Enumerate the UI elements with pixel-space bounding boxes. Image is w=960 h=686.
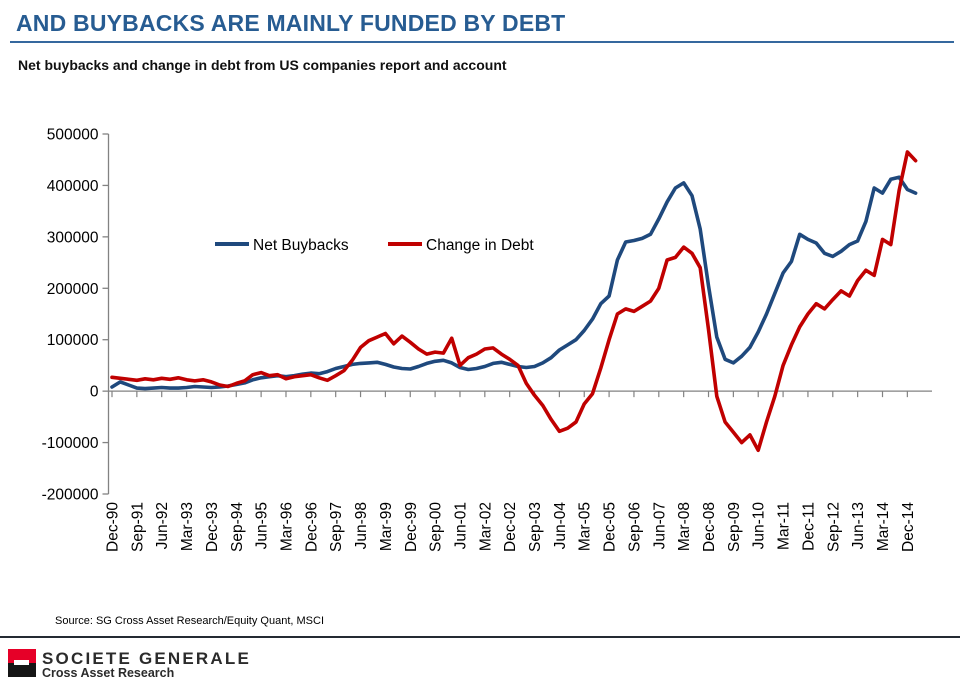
svg-text:100000: 100000 [47, 332, 99, 349]
svg-text:400000: 400000 [47, 178, 99, 195]
svg-text:Dec-05: Dec-05 [602, 502, 619, 552]
logo-red-block [8, 649, 36, 663]
svg-text:0: 0 [90, 384, 99, 401]
chart-subtitle: Net buybacks and change in debt from US … [18, 57, 507, 73]
svg-text:200000: 200000 [47, 281, 99, 298]
line-chart: 500000 400000 300000 200000 100000 0 -100000 -2… [42, 127, 932, 552]
svg-text:Jun-01: Jun-01 [452, 502, 469, 549]
svg-text:Sep-09: Sep-09 [726, 502, 743, 552]
svg-text:Dec-14: Dec-14 [900, 502, 917, 552]
chart-legend: Net Buybacks Change in Debt [215, 237, 534, 254]
svg-text:300000: 300000 [47, 229, 99, 246]
svg-text:Jun-13: Jun-13 [850, 502, 867, 549]
svg-text:Dec-02: Dec-02 [502, 502, 519, 552]
title-underline [10, 41, 954, 43]
svg-text:Jun-98: Jun-98 [353, 502, 370, 549]
svg-text:Mar-05: Mar-05 [577, 502, 594, 551]
svg-text:-200000: -200000 [42, 487, 99, 504]
svg-text:500000: 500000 [47, 127, 99, 144]
svg-text:Mar-96: Mar-96 [278, 502, 295, 551]
svg-text:Dec-99: Dec-99 [403, 502, 420, 552]
svg-text:Sep-03: Sep-03 [527, 502, 544, 552]
svg-text:Mar-93: Mar-93 [179, 502, 196, 551]
svg-text:Jun-04: Jun-04 [552, 502, 569, 550]
logo-black-block [8, 663, 36, 677]
page-title: AND BUYBACKS ARE MAINLY FUNDED BY DEBT [16, 10, 566, 36]
legend-label-change-in-debt: Change in Debt [426, 237, 534, 254]
source-note: Source: SG Cross Asset Research/Equity Q… [55, 615, 324, 627]
svg-text:Sep-06: Sep-06 [626, 502, 643, 552]
svg-text:Dec-90: Dec-90 [105, 502, 122, 552]
svg-text:Sep-00: Sep-00 [428, 502, 445, 552]
legend-label-net-buybacks: Net Buybacks [253, 237, 349, 254]
svg-text:Mar-14: Mar-14 [875, 502, 892, 551]
footer-divider [0, 636, 960, 638]
svg-text:Dec-08: Dec-08 [701, 502, 718, 552]
svg-text:Mar-02: Mar-02 [477, 502, 494, 551]
svg-text:Dec-11: Dec-11 [800, 502, 817, 551]
svg-text:Sep-94: Sep-94 [229, 502, 246, 552]
svg-text:Sep-97: Sep-97 [328, 502, 345, 552]
brand-division: Cross Asset Research [42, 666, 175, 680]
svg-text:Jun-92: Jun-92 [154, 502, 171, 549]
societe-generale-logo-icon [8, 649, 36, 677]
svg-text:Jun-07: Jun-07 [651, 502, 668, 549]
svg-text:Dec-93: Dec-93 [204, 502, 221, 552]
svg-text:Sep-91: Sep-91 [129, 502, 146, 552]
svg-text:Jun-10: Jun-10 [751, 502, 768, 550]
svg-text:Sep-12: Sep-12 [825, 502, 842, 552]
chart-series [110, 150, 918, 453]
svg-text:Dec-96: Dec-96 [303, 502, 320, 552]
svg-text:Mar-99: Mar-99 [378, 502, 395, 551]
svg-text:-100000: -100000 [42, 435, 99, 452]
brand-name: SOCIETE GENERALE [42, 649, 252, 668]
chart-axes: 500000 400000 300000 200000 100000 0 -100000 -2… [42, 127, 932, 552]
svg-text:Jun-95: Jun-95 [254, 502, 271, 549]
svg-text:Mar-08: Mar-08 [676, 502, 693, 551]
svg-text:Mar-11: Mar-11 [776, 502, 793, 550]
logo-white-dash [14, 660, 29, 665]
